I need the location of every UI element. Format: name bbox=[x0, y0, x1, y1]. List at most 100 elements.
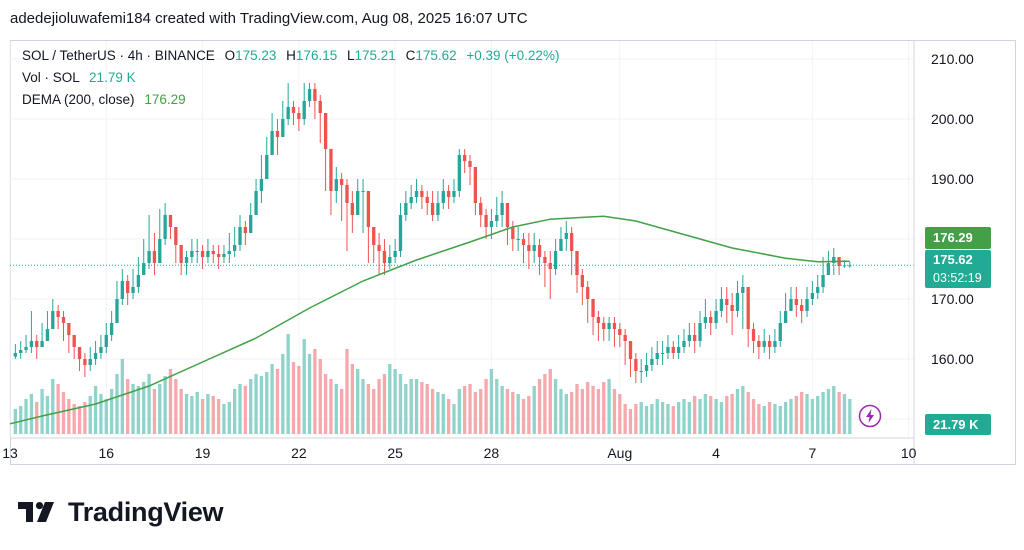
candle-body bbox=[586, 287, 590, 299]
indicator-label[interactable]: DEMA (200, close) bbox=[22, 92, 135, 107]
candle-body bbox=[409, 197, 413, 203]
candle-body bbox=[425, 197, 429, 203]
volume-bar bbox=[361, 379, 365, 434]
candle-body bbox=[591, 299, 595, 317]
candle-body bbox=[709, 317, 713, 323]
candle-body bbox=[243, 227, 248, 233]
candle-body bbox=[687, 335, 691, 341]
volume-bar bbox=[457, 389, 461, 434]
candle-body bbox=[623, 335, 627, 341]
volume-bar bbox=[126, 379, 130, 434]
brand-name: TradingView bbox=[68, 496, 224, 527]
candle-body bbox=[302, 101, 306, 119]
volume-bar bbox=[275, 369, 280, 434]
candle-body bbox=[452, 191, 456, 197]
volume-bar bbox=[313, 349, 317, 434]
chart-creator-caption: adedejioluwafemi184 created with Trading… bbox=[10, 10, 528, 27]
candle-body bbox=[275, 131, 280, 137]
candle-body bbox=[618, 329, 622, 335]
volume-bar bbox=[24, 399, 28, 434]
volume-bar bbox=[741, 386, 745, 434]
volume-bar bbox=[414, 379, 419, 434]
volume-bar bbox=[430, 389, 435, 434]
volume-bar bbox=[345, 349, 349, 434]
tradingview-logo-icon bbox=[18, 502, 54, 522]
volume-bar bbox=[848, 399, 852, 434]
candle-body bbox=[99, 347, 103, 353]
volume-bar bbox=[655, 399, 659, 434]
candle-body bbox=[848, 265, 852, 267]
candle-body bbox=[35, 341, 39, 347]
volume-bar bbox=[730, 394, 734, 434]
volume-bar bbox=[479, 389, 483, 434]
candle-body bbox=[559, 239, 563, 251]
candle-body bbox=[414, 191, 419, 197]
volume-bar bbox=[329, 379, 333, 434]
volume-bar bbox=[190, 396, 194, 434]
volume-bar bbox=[323, 374, 328, 434]
candle-body bbox=[83, 359, 87, 365]
close-value: 175.62 bbox=[415, 48, 457, 63]
candle-body bbox=[249, 215, 253, 233]
volume-bar bbox=[29, 394, 34, 434]
volume-bar bbox=[644, 406, 649, 434]
candle-body bbox=[291, 107, 296, 113]
candle-body bbox=[612, 323, 617, 329]
candle-body bbox=[238, 227, 242, 245]
volume-bar bbox=[505, 389, 510, 434]
candle-body bbox=[489, 221, 494, 227]
volume-bar bbox=[618, 394, 622, 434]
volume-bar bbox=[821, 392, 825, 434]
candle-body bbox=[350, 203, 355, 215]
volume-bar bbox=[687, 402, 691, 434]
volume-bar bbox=[339, 389, 344, 434]
time-tick-label: 4 bbox=[712, 445, 720, 461]
volume-row: Vol · SOL 21.79 K bbox=[22, 67, 559, 89]
price-tick-label: 200.00 bbox=[931, 111, 974, 127]
volume-bar bbox=[174, 379, 178, 434]
candle-body bbox=[420, 191, 424, 197]
time-tick-label: 16 bbox=[98, 445, 114, 461]
candle-body bbox=[521, 239, 526, 245]
volume-bar bbox=[72, 404, 76, 434]
lightning-icon[interactable] bbox=[858, 404, 882, 428]
volume-bar bbox=[99, 394, 103, 434]
volume-bar bbox=[650, 404, 654, 434]
close-label: C bbox=[405, 48, 416, 63]
volume-bar bbox=[591, 386, 595, 434]
open-label: O bbox=[224, 48, 236, 63]
candle-body bbox=[72, 335, 76, 347]
volume-bar bbox=[243, 386, 248, 434]
volume-bar bbox=[216, 399, 221, 434]
candle-body bbox=[816, 287, 820, 293]
volume-bar bbox=[206, 394, 210, 434]
candle-body bbox=[126, 281, 130, 293]
candle-body bbox=[307, 89, 312, 101]
volume-bar bbox=[751, 399, 756, 434]
volume-bar bbox=[249, 379, 253, 434]
volume-bar bbox=[398, 374, 403, 434]
volume-bar bbox=[666, 404, 670, 434]
candle-body bbox=[270, 131, 274, 155]
candle-body bbox=[174, 227, 178, 245]
volume-bar bbox=[302, 339, 306, 434]
candle-body bbox=[329, 149, 333, 191]
volume-label[interactable]: Vol · SOL bbox=[22, 70, 80, 85]
tradingview-logo[interactable]: TradingView bbox=[18, 496, 224, 528]
volume-bar bbox=[842, 394, 847, 434]
candle-body bbox=[516, 239, 520, 240]
candle-body bbox=[163, 215, 167, 239]
volume-bar bbox=[51, 379, 55, 434]
candle-body bbox=[190, 251, 194, 257]
volume-bar bbox=[698, 399, 702, 434]
candle-layer bbox=[13, 83, 852, 383]
volume-bar bbox=[372, 389, 376, 434]
candle-body bbox=[746, 287, 750, 329]
time-axis[interactable]: 13 16 19 22 25 28 Aug 4 7 10 bbox=[2, 437, 917, 461]
time-tick-label: 25 bbox=[387, 445, 403, 461]
volume-bar bbox=[826, 389, 831, 434]
dema-line bbox=[9, 215, 850, 425]
symbol-title[interactable]: SOL / TetherUS · 4h · BINANCE bbox=[22, 48, 215, 63]
volume-bar bbox=[446, 399, 451, 434]
